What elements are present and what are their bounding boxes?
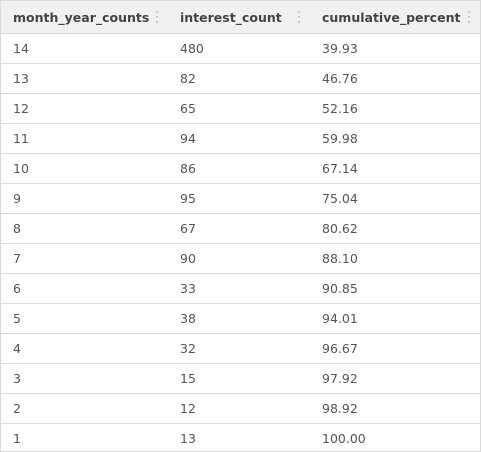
table-row[interactable]: 6 33 90.85 (1, 274, 480, 304)
cell-cumulative-percent[interactable]: 100.00 (322, 431, 366, 446)
cell-cumulative-percent[interactable]: 75.04 (322, 191, 358, 206)
table-row[interactable]: 8 67 80.62 (1, 214, 480, 244)
table-row[interactable]: 1 13 100.00 (1, 424, 480, 452)
table-row[interactable]: 7 90 88.10 (1, 244, 480, 274)
cell-month-year-counts[interactable]: 10 (13, 161, 29, 176)
cell-month-year-counts[interactable]: 8 (13, 221, 21, 236)
column-menu-grip-icon[interactable] (156, 11, 158, 23)
cell-cumulative-percent[interactable]: 67.14 (322, 161, 358, 176)
column-menu-grip-icon[interactable] (468, 11, 470, 23)
cell-interest-count[interactable]: 86 (180, 161, 196, 176)
cell-interest-count[interactable]: 13 (180, 431, 196, 446)
cell-interest-count[interactable]: 90 (180, 251, 196, 266)
cell-cumulative-percent[interactable]: 88.10 (322, 251, 358, 266)
cell-cumulative-percent[interactable]: 59.98 (322, 131, 358, 146)
table-row[interactable]: 4 32 96.67 (1, 334, 480, 364)
cell-interest-count[interactable]: 480 (180, 41, 204, 56)
cell-cumulative-percent[interactable]: 90.85 (322, 281, 358, 296)
table-row[interactable]: 2 12 98.92 (1, 394, 480, 424)
cell-interest-count[interactable]: 94 (180, 131, 196, 146)
cell-month-year-counts[interactable]: 12 (13, 101, 29, 116)
cell-interest-count[interactable]: 95 (180, 191, 196, 206)
cell-month-year-counts[interactable]: 6 (13, 281, 21, 296)
column-header-label: month_year_counts (13, 9, 150, 25)
cell-month-year-counts[interactable]: 9 (13, 191, 21, 206)
cell-interest-count[interactable]: 15 (180, 371, 196, 386)
cell-month-year-counts[interactable]: 4 (13, 341, 21, 356)
cell-cumulative-percent[interactable]: 39.93 (322, 41, 358, 56)
cell-interest-count[interactable]: 65 (180, 101, 196, 116)
table-header: month_year_counts interest_count cumulat… (1, 1, 480, 34)
column-menu-grip-icon[interactable] (298, 11, 300, 23)
cell-interest-count[interactable]: 33 (180, 281, 196, 296)
cell-month-year-counts[interactable]: 1 (13, 431, 21, 446)
cell-interest-count[interactable]: 82 (180, 71, 196, 86)
table-row[interactable]: 5 38 94.01 (1, 304, 480, 334)
column-header-month-year-counts[interactable]: month_year_counts (1, 1, 168, 33)
cell-interest-count[interactable]: 38 (180, 311, 196, 326)
cell-cumulative-percent[interactable]: 97.92 (322, 371, 358, 386)
cell-cumulative-percent[interactable]: 80.62 (322, 221, 358, 236)
cell-month-year-counts[interactable]: 2 (13, 401, 21, 416)
cell-month-year-counts[interactable]: 3 (13, 371, 21, 386)
cell-interest-count[interactable]: 12 (180, 401, 196, 416)
cell-interest-count[interactable]: 67 (180, 221, 196, 236)
table-row[interactable]: 9 95 75.04 (1, 184, 480, 214)
column-header-interest-count[interactable]: interest_count (168, 1, 310, 33)
cell-cumulative-percent[interactable]: 94.01 (322, 311, 358, 326)
table-row[interactable]: 12 65 52.16 (1, 94, 480, 124)
cell-cumulative-percent[interactable]: 52.16 (322, 101, 358, 116)
table-row[interactable]: 14 480 39.93 (1, 34, 480, 64)
cell-month-year-counts[interactable]: 7 (13, 251, 21, 266)
cell-month-year-counts[interactable]: 13 (13, 71, 29, 86)
table-row[interactable]: 3 15 97.92 (1, 364, 480, 394)
table-row[interactable]: 13 82 46.76 (1, 64, 480, 94)
cell-cumulative-percent[interactable]: 98.92 (322, 401, 358, 416)
table-body: 14 480 39.93 13 82 46.76 12 65 52.16 11 94 59.98 10 8… (1, 34, 480, 452)
cell-month-year-counts[interactable]: 14 (13, 41, 29, 56)
cell-interest-count[interactable]: 32 (180, 341, 196, 356)
table-row[interactable]: 11 94 59.98 (1, 124, 480, 154)
cell-cumulative-percent[interactable]: 46.76 (322, 71, 358, 86)
cell-cumulative-percent[interactable]: 96.67 (322, 341, 358, 356)
table-row[interactable]: 10 86 67.14 (1, 154, 480, 184)
column-header-label: interest_count (180, 9, 282, 25)
column-header-label: cumulative_percent (322, 9, 461, 25)
cell-month-year-counts[interactable]: 11 (13, 131, 29, 146)
column-header-cumulative-percent[interactable]: cumulative_percent (310, 1, 480, 33)
cell-month-year-counts[interactable]: 5 (13, 311, 21, 326)
